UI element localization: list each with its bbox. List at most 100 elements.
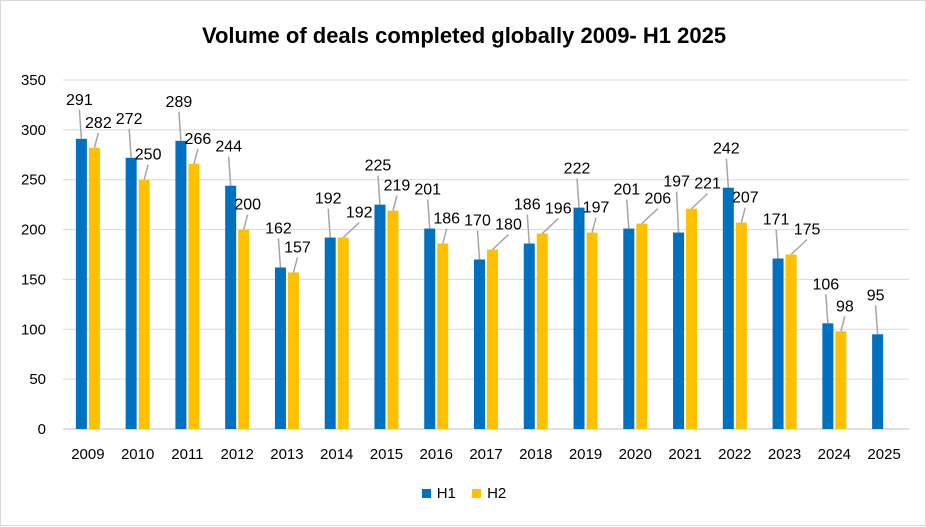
y-tick-label: 100 <box>21 321 46 338</box>
y-tick-label: 150 <box>21 271 46 288</box>
y-tick-label: 0 <box>38 421 46 438</box>
data-label: 192 <box>315 191 342 208</box>
data-label: 272 <box>116 111 143 128</box>
data-label: 95 <box>867 287 885 304</box>
x-tick-label: 2012 <box>220 446 253 463</box>
y-tick-label: 200 <box>21 222 46 239</box>
legend-label-h1: H1 <box>436 485 456 502</box>
leader-line <box>327 208 331 238</box>
data-label: 201 <box>613 182 640 199</box>
x-tick-label: 2011 <box>171 446 203 463</box>
leader-line <box>128 128 132 158</box>
leader-line <box>143 164 149 180</box>
leader-line <box>576 178 580 208</box>
y-tick-label: 350 <box>21 72 46 89</box>
bar-h1 <box>872 334 884 429</box>
data-label: 171 <box>763 211 790 228</box>
leader-line <box>426 199 431 229</box>
leader-line <box>874 305 879 335</box>
bar-h2 <box>138 179 150 429</box>
data-label: 219 <box>384 178 411 195</box>
data-label: 197 <box>583 200 610 217</box>
data-label: 157 <box>284 239 311 256</box>
x-tick-label: 2022 <box>718 446 751 463</box>
bar-h1 <box>225 185 237 429</box>
leader-line <box>193 148 199 164</box>
leader-line <box>725 158 730 188</box>
y-tick-label: 300 <box>21 122 46 139</box>
leader-line <box>675 191 680 233</box>
data-label: 186 <box>514 197 541 214</box>
bar-h1 <box>523 243 535 429</box>
data-label: 221 <box>694 176 721 193</box>
leader-line <box>227 156 232 186</box>
x-tick-label: 2019 <box>569 446 602 463</box>
bar-h2 <box>287 272 299 429</box>
data-label: 200 <box>234 197 261 214</box>
y-tick-label: 50 <box>29 371 46 388</box>
bar-h2 <box>238 229 250 429</box>
leader-line <box>790 238 808 256</box>
bar-h1 <box>424 228 436 429</box>
bar-h1 <box>274 267 286 429</box>
leader-line <box>541 218 559 235</box>
bar-h1 <box>474 259 485 429</box>
data-label: 207 <box>732 190 759 207</box>
bar-h1 <box>623 228 635 429</box>
x-tick-label: 2013 <box>270 446 303 463</box>
leader-line <box>526 214 531 244</box>
legend-swatch-h1 <box>421 489 431 498</box>
legend-item-h2: H2 <box>472 485 506 502</box>
data-label: 192 <box>346 205 373 222</box>
leader-line <box>626 199 630 229</box>
legend-swatch-h2 <box>472 489 482 498</box>
leader-line <box>691 193 709 210</box>
leader-line <box>825 294 829 324</box>
data-label: 196 <box>545 201 572 218</box>
bar-h1 <box>573 207 585 429</box>
leader-line <box>392 195 398 211</box>
bar-h2 <box>686 208 698 429</box>
bar-h2 <box>835 331 847 429</box>
data-label: 222 <box>564 161 591 178</box>
legend: H1 H2 <box>1 485 926 502</box>
bar-h2 <box>586 232 598 429</box>
leader-line <box>78 109 83 139</box>
x-tick-label: 2025 <box>867 446 900 463</box>
x-tick-label: 2009 <box>71 446 104 463</box>
x-tick-label: 2015 <box>370 446 403 463</box>
bar-h1 <box>822 323 834 429</box>
x-tick-label: 2017 <box>469 446 502 463</box>
bar-h1 <box>75 138 87 429</box>
bar-h1 <box>324 237 336 429</box>
bar-h2 <box>536 233 548 429</box>
leader-line <box>377 175 381 205</box>
x-tick-label: 2020 <box>619 446 652 463</box>
leader-line <box>840 316 846 332</box>
data-label: 98 <box>836 298 854 315</box>
bar-h1 <box>125 157 137 429</box>
data-label: 206 <box>644 191 671 208</box>
legend-item-h1: H1 <box>421 485 456 502</box>
leader-line <box>775 229 779 259</box>
data-label: 266 <box>185 131 212 148</box>
bar-h2 <box>636 223 648 429</box>
bar-h2 <box>437 243 449 429</box>
legend-label-h2: H2 <box>487 485 507 502</box>
leader-line <box>292 257 299 273</box>
leader-line <box>342 222 360 239</box>
x-tick-label: 2024 <box>818 446 851 463</box>
data-label: 244 <box>215 139 242 156</box>
bar-h2 <box>785 254 797 429</box>
x-tick-label: 2010 <box>121 446 154 463</box>
bar-h1 <box>175 140 187 429</box>
leader-line <box>641 208 659 225</box>
data-label: 197 <box>663 174 690 191</box>
leader-line <box>591 217 597 233</box>
x-tick-label: 2014 <box>320 446 353 463</box>
leader-line <box>476 230 481 260</box>
x-tick-label: 2018 <box>519 446 552 463</box>
x-tick-label: 2021 <box>668 446 701 463</box>
bar-h1 <box>772 258 784 429</box>
